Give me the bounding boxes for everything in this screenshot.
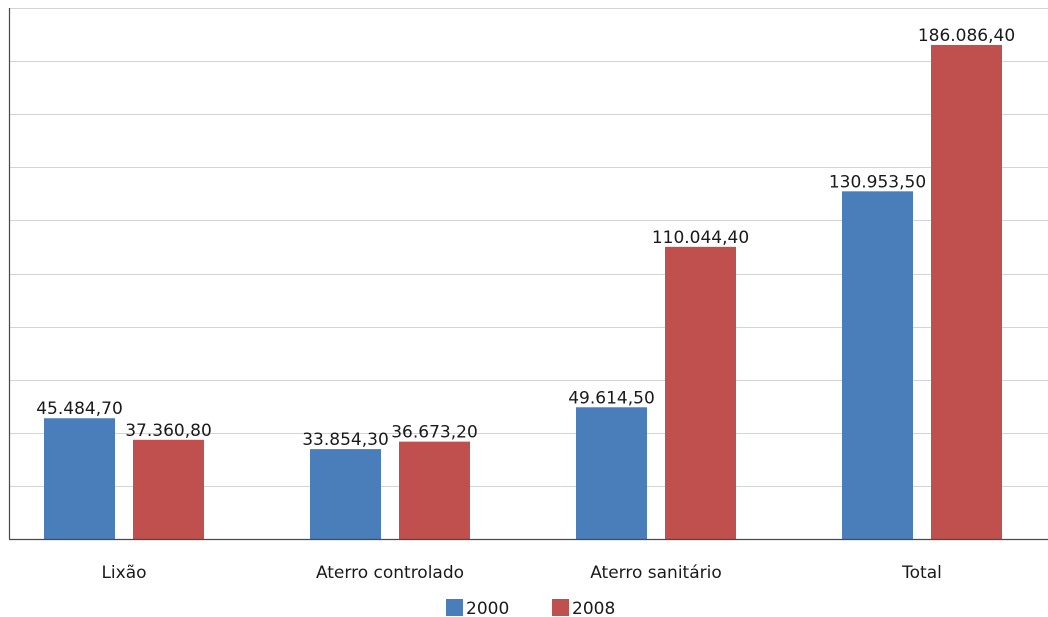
bar-2008-2 bbox=[665, 246, 736, 539]
bar-2008-0 bbox=[133, 439, 204, 539]
legend-swatch bbox=[552, 599, 569, 616]
data-label: 37.360,80 bbox=[125, 421, 212, 441]
data-label: 33.854,30 bbox=[302, 430, 389, 450]
bar-2008-1 bbox=[399, 441, 470, 539]
data-label: 186.086,40 bbox=[918, 26, 1015, 46]
data-label: 110.044,40 bbox=[652, 228, 749, 248]
legend: 2000 2008 bbox=[446, 599, 615, 617]
bars bbox=[44, 44, 1002, 539]
gridlines bbox=[9, 8, 1048, 487]
bar-2000-0 bbox=[44, 418, 115, 539]
data-label: 45.484,70 bbox=[36, 399, 123, 419]
bar-2000-2 bbox=[576, 407, 647, 539]
category-label: Total bbox=[901, 563, 942, 583]
data-label: 36.673,20 bbox=[391, 423, 478, 443]
category-label: Aterro sanitário bbox=[590, 563, 722, 583]
legend-label: 2008 bbox=[572, 599, 615, 617]
data-label: 130.953,50 bbox=[829, 172, 926, 192]
category-labels: Lixão Aterro controlado Aterro sanitário To… bbox=[101, 563, 941, 583]
bar-2000-1 bbox=[310, 449, 381, 539]
legend-swatch bbox=[446, 599, 463, 616]
bar-2000-3 bbox=[842, 191, 913, 539]
data-label: 49.614,50 bbox=[568, 388, 655, 408]
category-label: Aterro controlado bbox=[316, 563, 464, 583]
bar-2008-3 bbox=[931, 44, 1002, 539]
legend-label: 2000 bbox=[466, 599, 509, 617]
category-label: Lixão bbox=[101, 563, 146, 583]
